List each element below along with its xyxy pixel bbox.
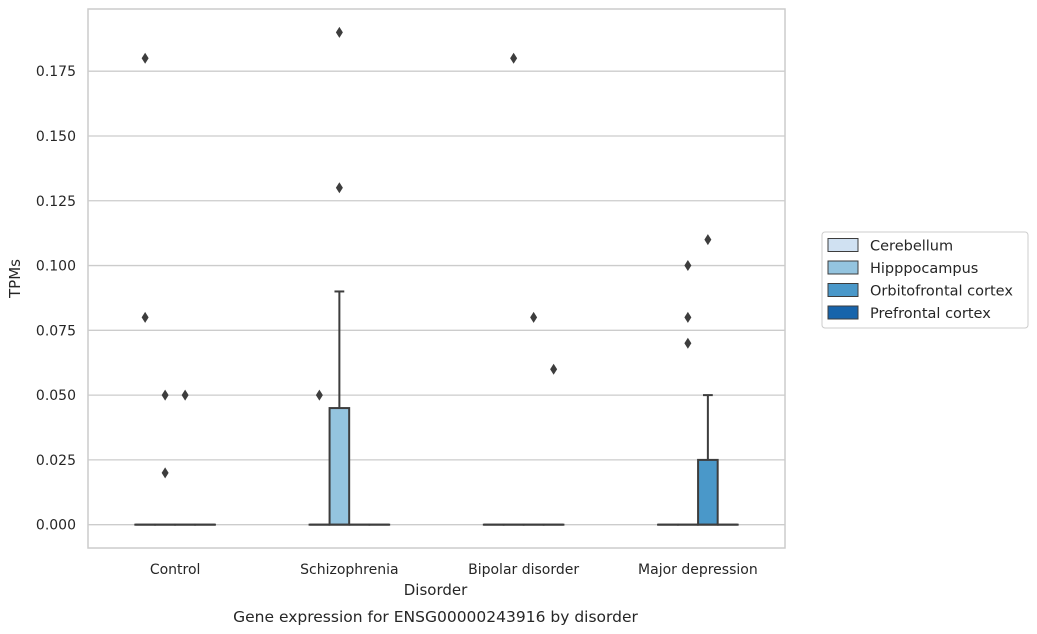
x-axis-label: Disorder <box>404 581 468 599</box>
outlier-point <box>335 182 343 194</box>
box-hipppocampus <box>677 260 699 526</box>
y-axis-label: TPMs <box>6 259 24 299</box>
plot-area <box>134 26 739 526</box>
outlier-point <box>181 389 189 401</box>
outlier-point <box>141 52 149 64</box>
legend-swatch <box>827 260 859 275</box>
x-tick-label: Control <box>150 562 201 578</box>
y-tick-label: 0.125 <box>36 194 76 210</box>
legend-label: Hipppocampus <box>870 261 978 277</box>
legend: Cerebellum Hipppocampus Orbitofrontal cort… <box>821 231 1029 329</box>
legend-label: Cerebellum <box>870 239 953 255</box>
box-prefrontal-cortex <box>542 363 565 526</box>
x-axis-ticks: Control Schizophrenia Bipolar disorder Majo… <box>150 562 758 578</box>
y-tick-label: 0.000 <box>36 518 76 534</box>
legend-label: Prefrontal cortex <box>870 306 991 322</box>
y-tick-label: 0.175 <box>36 64 76 80</box>
x-tick-label: Schizophrenia <box>300 562 398 578</box>
legend-box <box>821 231 1029 329</box>
y-tick-label: 0.025 <box>36 453 76 469</box>
box-hipppocampus <box>154 389 176 526</box>
outlier-point <box>684 260 692 272</box>
outlier-point <box>704 234 712 246</box>
y-tick-label: 0.050 <box>36 388 76 404</box>
outlier-point <box>530 311 538 323</box>
x-tick-label: Bipolar disorder <box>468 562 579 578</box>
box-orbitofrontal-cortex <box>697 234 719 526</box>
box-body <box>328 407 351 526</box>
chart-caption: Gene expression for ENSG00000243916 by d… <box>233 608 638 626</box>
outlier-point <box>335 26 343 38</box>
outlier-point <box>315 389 323 401</box>
legend-swatch <box>827 238 859 252</box>
y-tick-label: 0.150 <box>36 129 76 145</box>
box-orbitofrontal-cortex <box>174 389 196 526</box>
y-tick-label: 0.075 <box>36 323 76 339</box>
box-hipppocampus <box>328 26 351 526</box>
outlier-point <box>510 52 518 64</box>
box-cerebellum <box>308 389 331 526</box>
outlier-point <box>141 311 149 323</box>
box-cerebellum <box>134 52 156 526</box>
plot-frame <box>87 8 786 549</box>
box-hipppocampus <box>502 52 525 526</box>
legend-swatch <box>827 283 859 297</box>
y-tick-label: 0.100 <box>36 259 76 275</box>
box-body <box>697 458 719 526</box>
outlier-point <box>684 311 692 323</box>
y-axis-ticks: 0.000 0.025 0.050 0.075 0.100 0.125 0.150 0.175 <box>36 64 76 533</box>
outlier-point <box>161 467 169 479</box>
grid-lines <box>88 70 785 526</box>
x-tick-label: Major depression <box>638 562 758 578</box>
outlier-point <box>161 389 169 401</box>
box-orbitofrontal-cortex <box>522 311 545 526</box>
legend-swatch <box>827 305 859 320</box>
outlier-point <box>550 363 558 375</box>
outlier-point <box>684 337 692 349</box>
legend-label: Orbitofrontal cortex <box>870 284 1013 300</box>
